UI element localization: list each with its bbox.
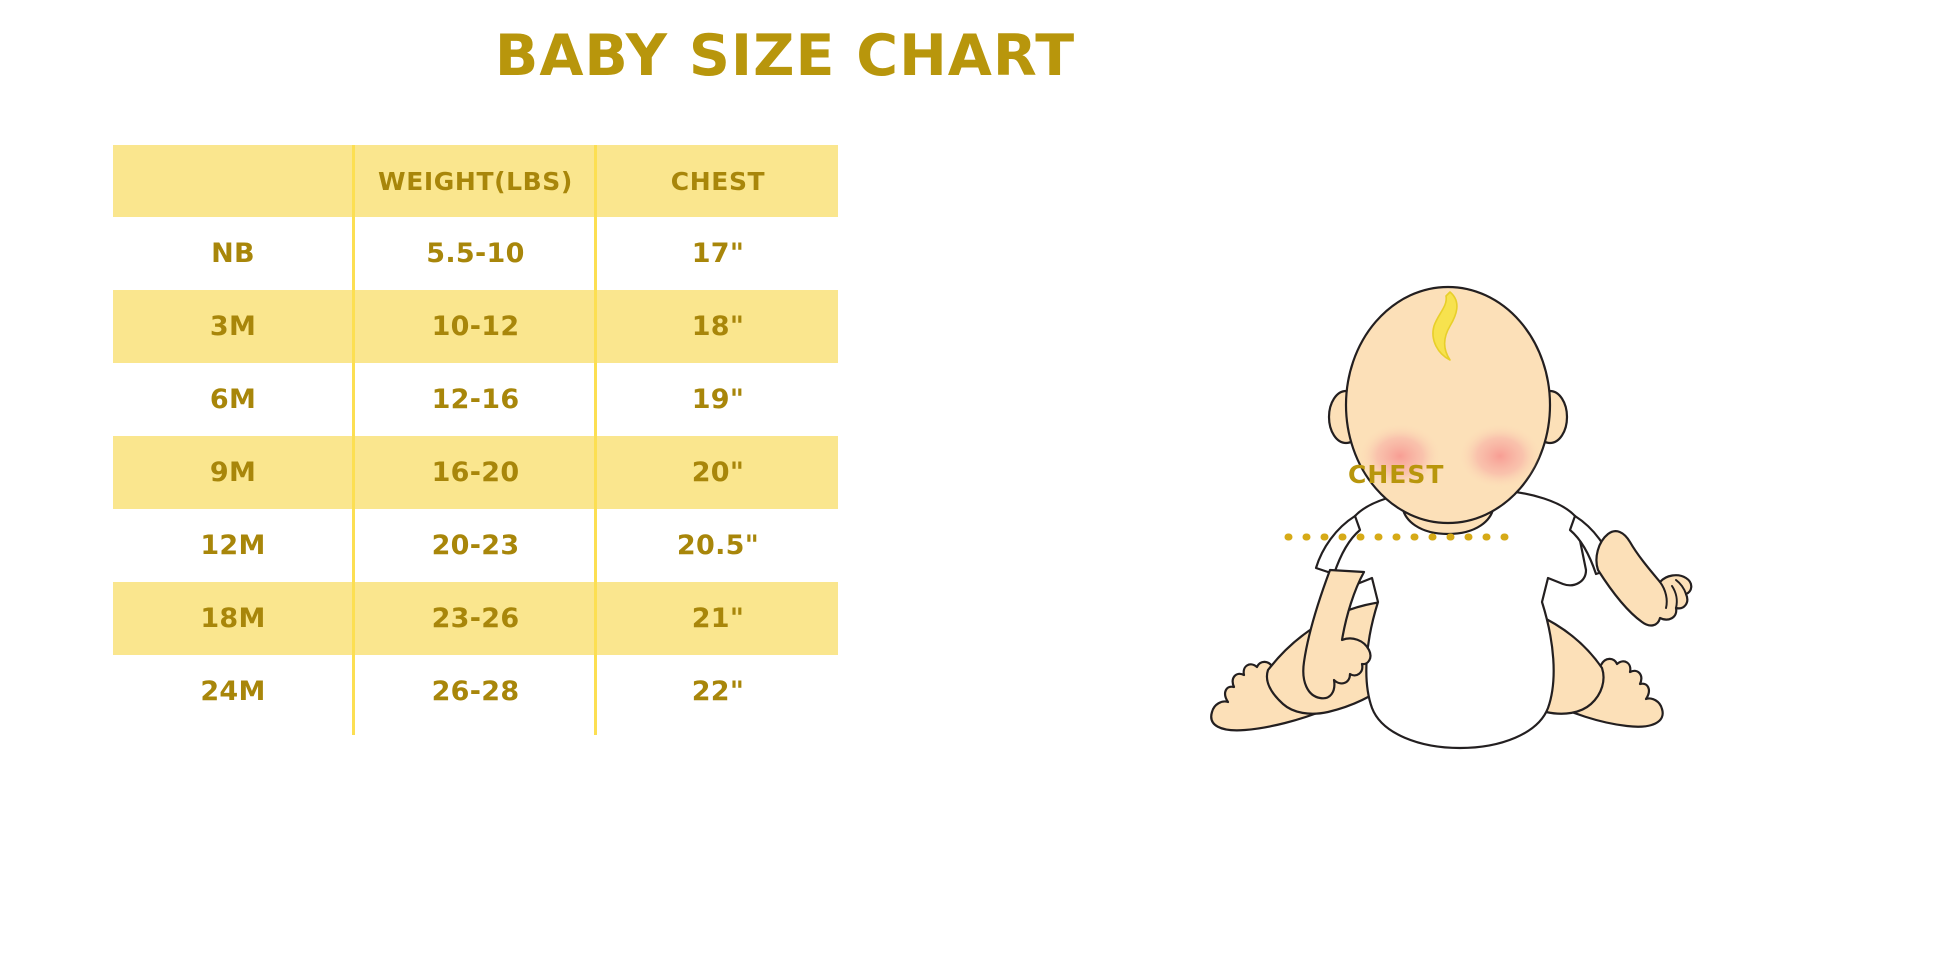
cell-weight: 12-16 [353, 363, 598, 436]
baby-right-cheek [1458, 423, 1542, 489]
baby-right-arm [1595, 530, 1693, 627]
table-body: NB 5.5-10 17" 3M 10-12 18" 6M 12-16 19" … [113, 217, 838, 728]
cell-weight: 26-28 [353, 655, 598, 728]
baby-onesie [1332, 488, 1588, 750]
cell-chest: 17" [598, 217, 838, 290]
table-row: 24M 26-28 22" [113, 655, 838, 728]
baby-illustration [1150, 230, 1770, 830]
chest-callout-label: CHEST [1348, 460, 1445, 489]
column-header-chest: CHEST [598, 145, 838, 217]
size-chart-table: WEIGHT(LBS) CHEST NB 5.5-10 17" 3M 10-12… [113, 145, 838, 728]
table-row: 9M 16-20 20" [113, 436, 838, 509]
cell-size: 18M [113, 582, 353, 655]
cell-size: 3M [113, 290, 353, 363]
cell-size: 6M [113, 363, 353, 436]
cell-weight: 23-26 [353, 582, 598, 655]
cell-size: 12M [113, 509, 353, 582]
cell-chest: 20.5" [598, 509, 838, 582]
column-header-weight: WEIGHT(LBS) [353, 145, 598, 217]
cell-size: 24M [113, 655, 353, 728]
cell-size: NB [113, 217, 353, 290]
cell-chest: 21" [598, 582, 838, 655]
page-title: BABY SIZE CHART [494, 23, 1076, 89]
baby-hair-curl [1432, 291, 1458, 361]
table-row: 18M 23-26 21" [113, 582, 838, 655]
table-header-row: WEIGHT(LBS) CHEST [113, 145, 838, 217]
cell-chest: 22" [598, 655, 838, 728]
table-row: 3M 10-12 18" [113, 290, 838, 363]
table-row: 12M 20-23 20.5" [113, 509, 838, 582]
table-row: 6M 12-16 19" [113, 363, 838, 436]
column-divider-right [594, 145, 597, 735]
baby-left-arm [1302, 568, 1372, 700]
cell-size: 9M [113, 436, 353, 509]
column-header-size [113, 145, 353, 217]
baby-left-cheek [1358, 423, 1442, 489]
table-row: NB 5.5-10 17" [113, 217, 838, 290]
cell-weight: 20-23 [353, 509, 598, 582]
cell-weight: 16-20 [353, 436, 598, 509]
cell-chest: 20" [598, 436, 838, 509]
cell-chest: 18" [598, 290, 838, 363]
cell-weight: 10-12 [353, 290, 598, 363]
cell-weight: 5.5-10 [353, 217, 598, 290]
cell-chest: 19" [598, 363, 838, 436]
column-divider-left [352, 145, 355, 735]
